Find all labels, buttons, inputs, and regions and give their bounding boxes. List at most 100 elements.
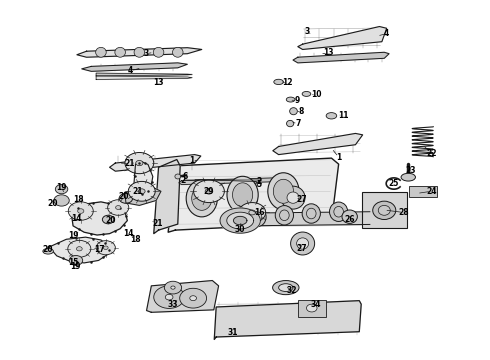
Polygon shape xyxy=(110,154,201,171)
Ellipse shape xyxy=(249,210,256,215)
Ellipse shape xyxy=(272,280,299,294)
Polygon shape xyxy=(179,178,278,185)
Text: 5: 5 xyxy=(257,180,262,189)
Text: 15: 15 xyxy=(68,258,78,267)
Ellipse shape xyxy=(108,200,129,215)
Text: 3: 3 xyxy=(144,49,149,58)
Ellipse shape xyxy=(180,288,207,308)
Text: 18: 18 xyxy=(74,195,84,204)
Text: 8: 8 xyxy=(299,107,304,116)
Polygon shape xyxy=(96,76,192,80)
Ellipse shape xyxy=(275,206,294,225)
Text: 21: 21 xyxy=(152,219,163,228)
Polygon shape xyxy=(298,27,387,49)
Text: 1: 1 xyxy=(336,153,341,162)
Text: 23: 23 xyxy=(405,166,416,175)
Text: 9: 9 xyxy=(294,96,299,105)
Text: 10: 10 xyxy=(311,90,321,99)
Text: 4: 4 xyxy=(384,29,389,38)
Ellipse shape xyxy=(103,246,108,249)
Ellipse shape xyxy=(153,48,164,57)
Text: 3: 3 xyxy=(305,27,310,36)
Ellipse shape xyxy=(194,180,224,203)
Text: 18: 18 xyxy=(130,235,141,244)
Ellipse shape xyxy=(268,173,299,210)
Polygon shape xyxy=(125,188,161,206)
Text: 24: 24 xyxy=(426,187,437,196)
Polygon shape xyxy=(71,202,127,235)
Polygon shape xyxy=(82,63,187,71)
Polygon shape xyxy=(168,158,339,232)
Ellipse shape xyxy=(302,91,311,96)
Ellipse shape xyxy=(251,181,257,188)
Text: 33: 33 xyxy=(168,300,178,309)
Text: 19: 19 xyxy=(56,183,67,192)
Ellipse shape xyxy=(281,186,305,209)
Ellipse shape xyxy=(290,108,297,115)
Ellipse shape xyxy=(164,281,182,294)
Polygon shape xyxy=(77,48,202,57)
Ellipse shape xyxy=(172,48,183,57)
Ellipse shape xyxy=(306,304,317,312)
Text: 30: 30 xyxy=(235,225,245,234)
Text: 13: 13 xyxy=(323,49,333,58)
Text: 20: 20 xyxy=(48,199,58,208)
Ellipse shape xyxy=(190,296,196,301)
Text: 1: 1 xyxy=(190,156,195,165)
Polygon shape xyxy=(49,237,110,263)
Text: 19: 19 xyxy=(70,262,81,271)
Ellipse shape xyxy=(68,202,93,220)
Ellipse shape xyxy=(77,209,84,213)
Ellipse shape xyxy=(154,286,185,309)
Ellipse shape xyxy=(175,174,181,179)
Ellipse shape xyxy=(119,193,133,203)
Ellipse shape xyxy=(134,48,145,57)
Polygon shape xyxy=(154,159,180,234)
Text: 14: 14 xyxy=(123,229,134,238)
Text: 11: 11 xyxy=(338,111,348,120)
Ellipse shape xyxy=(205,189,213,194)
Ellipse shape xyxy=(334,207,343,217)
Polygon shape xyxy=(147,280,219,312)
Ellipse shape xyxy=(69,256,83,265)
Text: 29: 29 xyxy=(204,187,214,196)
Ellipse shape xyxy=(287,192,299,203)
Text: 31: 31 xyxy=(228,328,238,337)
Ellipse shape xyxy=(76,247,82,251)
Text: 32: 32 xyxy=(287,285,297,294)
Ellipse shape xyxy=(115,48,125,57)
FancyBboxPatch shape xyxy=(298,300,326,316)
Text: 12: 12 xyxy=(282,78,293,87)
Text: 22: 22 xyxy=(426,149,437,158)
Polygon shape xyxy=(134,162,153,194)
Ellipse shape xyxy=(125,153,154,174)
Ellipse shape xyxy=(102,215,114,224)
Text: 34: 34 xyxy=(311,300,321,309)
Ellipse shape xyxy=(186,180,218,217)
Text: 7: 7 xyxy=(295,119,300,128)
Ellipse shape xyxy=(138,189,145,194)
Ellipse shape xyxy=(252,212,262,222)
Ellipse shape xyxy=(128,181,155,201)
Ellipse shape xyxy=(342,210,357,224)
Ellipse shape xyxy=(306,208,316,219)
Text: 27: 27 xyxy=(296,195,307,204)
Ellipse shape xyxy=(329,202,348,221)
Text: 27: 27 xyxy=(296,244,307,253)
Ellipse shape xyxy=(233,183,253,207)
Text: 17: 17 xyxy=(94,246,104,255)
FancyBboxPatch shape xyxy=(409,186,437,197)
Ellipse shape xyxy=(192,186,212,210)
Ellipse shape xyxy=(401,173,416,181)
Ellipse shape xyxy=(291,232,315,255)
Ellipse shape xyxy=(239,203,266,222)
Ellipse shape xyxy=(280,210,289,221)
Polygon shape xyxy=(233,216,247,225)
FancyBboxPatch shape xyxy=(362,192,407,228)
Text: 21: 21 xyxy=(132,187,143,196)
Text: 2: 2 xyxy=(257,177,262,186)
Polygon shape xyxy=(214,301,361,339)
Text: 20: 20 xyxy=(105,216,116,225)
Ellipse shape xyxy=(68,240,91,257)
Text: 28: 28 xyxy=(398,208,409,217)
